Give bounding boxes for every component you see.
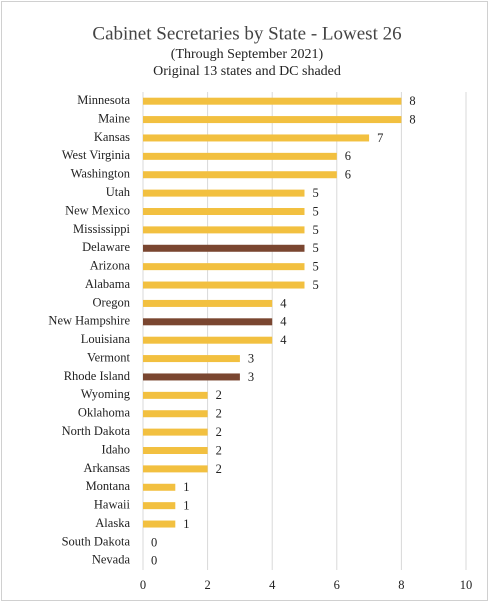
data-label: 7 xyxy=(377,131,383,145)
y-tick-label: South Dakota xyxy=(62,534,131,548)
x-tick-label: 8 xyxy=(398,578,404,592)
data-label: 4 xyxy=(280,333,287,347)
bar xyxy=(143,134,370,142)
x-tick-label: 0 xyxy=(140,578,146,592)
bar xyxy=(143,299,273,307)
data-label: 8 xyxy=(409,94,415,108)
bar xyxy=(143,281,305,289)
chart-title: Cabinet Secretaries by State - Lowest 26 xyxy=(92,23,401,44)
data-label: 4 xyxy=(280,315,287,329)
chart-note: Original 13 states and DC shaded xyxy=(153,64,341,79)
data-label: 0 xyxy=(151,554,157,568)
y-tick-label: Louisiana xyxy=(81,332,131,346)
data-label: 5 xyxy=(313,186,319,200)
data-label: 3 xyxy=(248,370,254,384)
x-tick-label: 10 xyxy=(460,578,473,592)
y-tick-label: Alaska xyxy=(95,516,130,530)
data-label: 2 xyxy=(216,388,222,402)
bar xyxy=(143,189,305,197)
y-tick-label: Delaware xyxy=(82,240,130,254)
y-tick-label: Arizona xyxy=(90,259,131,273)
bar xyxy=(143,465,208,473)
data-label: 5 xyxy=(313,278,319,292)
y-tick-label: Minnesota xyxy=(77,93,130,107)
data-label: 0 xyxy=(151,535,157,549)
y-tick-label: Wyoming xyxy=(81,387,131,401)
y-tick-label: Rhode Island xyxy=(64,369,131,383)
data-label: 1 xyxy=(183,517,189,531)
data-label: 5 xyxy=(313,223,319,237)
data-label: 2 xyxy=(216,425,222,439)
y-tick-label: Utah xyxy=(106,185,131,199)
bar xyxy=(143,483,176,491)
data-label: 2 xyxy=(216,462,222,476)
bar xyxy=(143,502,176,510)
data-label: 5 xyxy=(313,241,319,255)
x-tick-label: 2 xyxy=(204,578,210,592)
y-tick-label: Nevada xyxy=(92,553,131,567)
bar xyxy=(143,152,337,160)
bar xyxy=(143,336,273,344)
bar xyxy=(143,520,176,528)
bar xyxy=(143,244,305,252)
y-tick-label: Vermont xyxy=(87,350,131,364)
data-label: 2 xyxy=(216,443,222,457)
y-tick-label: Montana xyxy=(86,479,131,493)
data-label: 5 xyxy=(313,260,319,274)
y-tick-label: Maine xyxy=(98,111,130,125)
y-tick-label: New Mexico xyxy=(65,203,130,217)
y-tick-label: North Dakota xyxy=(62,424,131,438)
chart-subtitle: (Through September 2021) xyxy=(171,47,324,62)
y-tick-label: Idaho xyxy=(102,442,130,456)
bar xyxy=(143,428,208,436)
bar xyxy=(143,447,208,454)
bar xyxy=(143,226,305,234)
y-tick-label: New Hampshire xyxy=(48,314,130,328)
bar xyxy=(143,97,402,105)
bar xyxy=(143,171,337,179)
data-label: 5 xyxy=(313,204,319,218)
data-label: 1 xyxy=(183,499,189,513)
data-label: 3 xyxy=(248,351,254,365)
y-tick-label: Kansas xyxy=(94,130,130,144)
data-label: 4 xyxy=(280,296,287,310)
y-tick-label: Oregon xyxy=(93,295,131,309)
y-tick-label: Arkansas xyxy=(83,461,130,475)
y-tick-label: Alabama xyxy=(85,277,131,291)
y-tick-label: Hawaii xyxy=(94,498,131,512)
bar xyxy=(143,391,208,399)
bar xyxy=(143,318,273,326)
y-tick-label: Washington xyxy=(71,167,131,181)
bar xyxy=(143,116,402,124)
x-tick-label: 4 xyxy=(269,578,276,592)
data-label: 2 xyxy=(216,407,222,421)
bar xyxy=(143,355,240,363)
data-label: 6 xyxy=(345,149,351,163)
y-tick-label: Mississippi xyxy=(73,222,130,236)
bar xyxy=(143,373,240,381)
data-label: 1 xyxy=(183,480,189,494)
data-label: 8 xyxy=(409,112,415,126)
x-tick-label: 6 xyxy=(334,578,340,592)
data-label: 6 xyxy=(345,168,351,182)
y-tick-label: West Virginia xyxy=(62,148,131,162)
bar xyxy=(143,208,305,215)
bar xyxy=(143,263,305,271)
bar xyxy=(143,410,208,418)
y-tick-label: Oklahoma xyxy=(78,406,131,420)
